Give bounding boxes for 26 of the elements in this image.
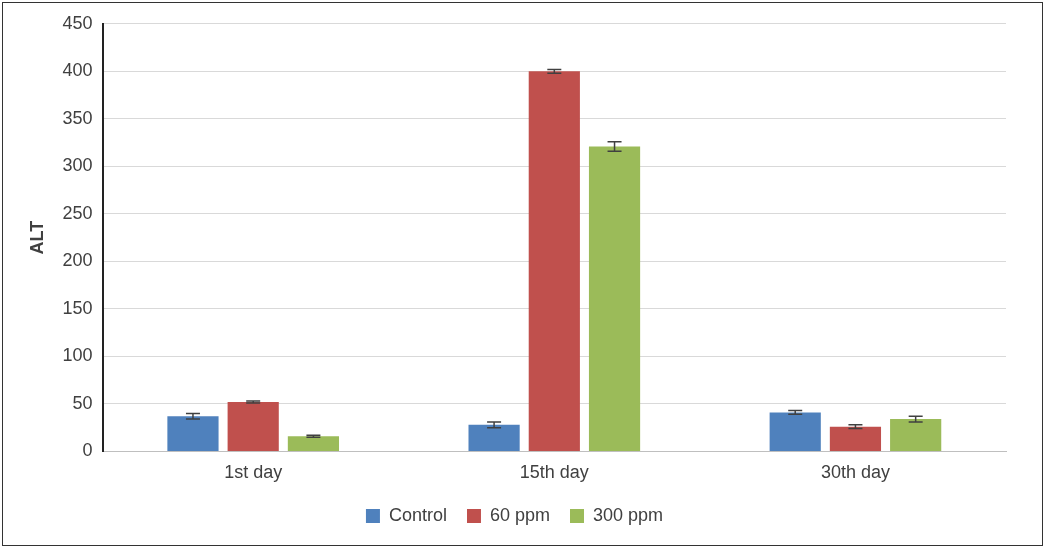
y-tick-label: 450 — [62, 12, 93, 33]
bar — [528, 71, 580, 451]
y-tick-label: 300 — [62, 155, 93, 176]
legend-label: Control — [388, 504, 447, 525]
y-tick-label: 150 — [62, 297, 93, 318]
bar — [227, 401, 279, 451]
bar — [829, 426, 882, 451]
bar — [769, 412, 821, 451]
bar — [588, 146, 641, 451]
y-tick-label: 350 — [62, 107, 93, 128]
y-tick-label: 50 — [72, 392, 93, 413]
bar — [890, 419, 942, 451]
bar — [468, 424, 520, 451]
y-axis-title: ALT — [26, 220, 47, 255]
x-tick-label: 1st day — [224, 462, 283, 483]
y-tick-label: 400 — [62, 60, 93, 81]
y-tick-label: 250 — [62, 202, 93, 223]
x-tick-label: 30th day — [820, 462, 890, 483]
bar — [287, 436, 340, 451]
legend-label: 60 ppm — [489, 504, 551, 525]
y-tick-label: 100 — [62, 345, 93, 366]
y-tick-label: 200 — [62, 250, 93, 271]
bar — [167, 416, 219, 451]
y-tick-label: 0 — [82, 440, 93, 461]
legend-label: 300 ppm — [593, 504, 664, 525]
x-tick-label: 15th day — [519, 462, 589, 483]
